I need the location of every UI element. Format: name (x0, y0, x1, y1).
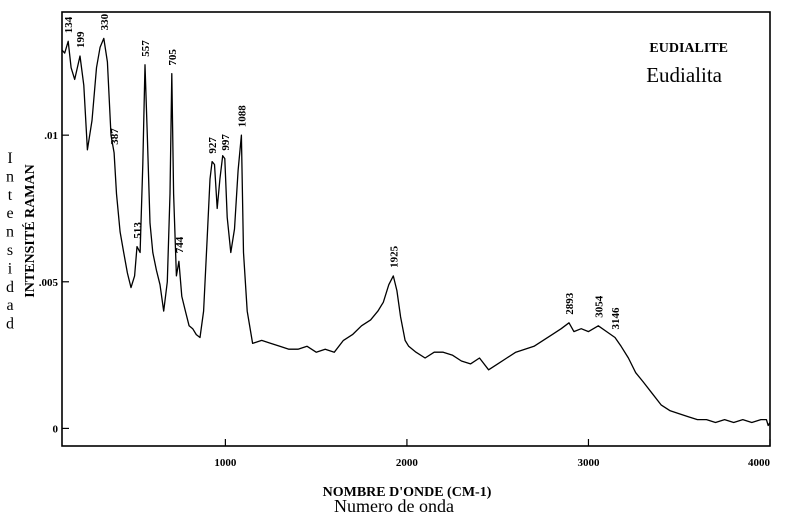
peak-label: 3146 (610, 307, 622, 330)
y-tick-label: .01 (44, 130, 58, 142)
peak-label: 1925 (388, 245, 400, 268)
peak-label: 199 (75, 31, 87, 48)
y-axis-label: INTENSITÉ RAMAN (21, 164, 38, 297)
peak-label: 3054 (593, 295, 605, 318)
peak-label: 387 (109, 128, 121, 145)
plot-frame (61, 11, 771, 447)
chart-subtitle: Eudialita (646, 63, 722, 87)
peak-label: 927 (207, 137, 219, 154)
peak-label: 705 (167, 49, 179, 66)
peak-label: 744 (174, 236, 186, 253)
peak-label: 557 (140, 40, 152, 57)
chart-title: EUDIALITE (649, 41, 728, 56)
peak-label: 1088 (236, 105, 248, 128)
x-tick-label: 4000 (748, 457, 771, 469)
peak-label: 134 (63, 16, 75, 33)
peak-label: 997 (220, 134, 232, 151)
spectrum-line (61, 37, 771, 427)
x-tick-label: 2000 (396, 457, 419, 469)
y-tick-label: .005 (39, 277, 59, 289)
y-tick-label: 0 (53, 423, 59, 435)
peak-label: 2893 (564, 292, 576, 315)
x-axis-label-secondary: Numero de onda (334, 496, 454, 513)
x-tick-label: 3000 (577, 457, 600, 469)
x-axis-label: NOMBRE D'ONDE (CM-1) (323, 485, 492, 500)
peak-label: 330 (99, 13, 111, 30)
peak-label: 513 (132, 222, 144, 239)
x-tick-label: 1000 (214, 457, 237, 469)
